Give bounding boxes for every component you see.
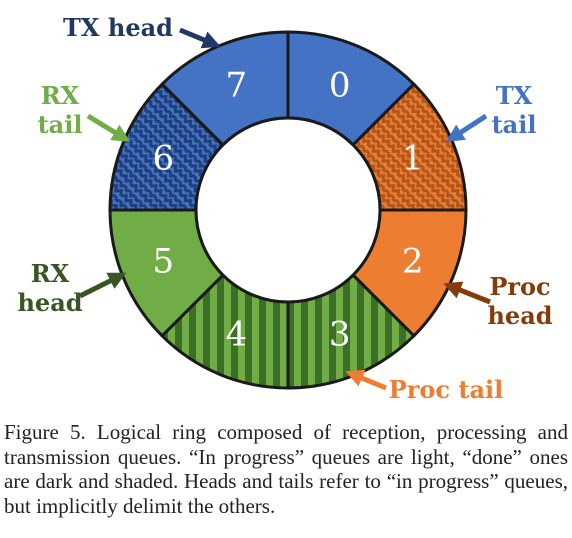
label-text-rx-head: RX head (17, 259, 82, 317)
segment-numbers: 0 1 2 3 4 5 6 7 (152, 65, 423, 354)
arrow-icon (345, 369, 387, 391)
segment-number-6: 6 (152, 138, 174, 178)
segment-number-5: 5 (152, 242, 174, 282)
label-proc-tail: Proc tail (345, 369, 504, 404)
arrow-icon (86, 113, 131, 142)
label-proc-head: Proc head (443, 272, 553, 330)
segment-number-1: 1 (402, 138, 424, 178)
segment-number-4: 4 (226, 315, 248, 355)
arrow-icon (445, 113, 488, 142)
arrow-icon (443, 281, 491, 305)
segment-number-0: 0 (329, 65, 351, 105)
arrow-icon (78, 272, 127, 299)
segment-number-2: 2 (402, 242, 424, 282)
ring-hole (194, 116, 382, 304)
label-rx-head: RX head (17, 259, 127, 317)
arrow-icon (179, 27, 221, 49)
ring-segments (108, 30, 468, 390)
label-tx-head: TX head (63, 13, 221, 49)
label-text-proc-head: Proc head (487, 272, 552, 330)
label-text-rx-tail: RX tail (38, 81, 83, 139)
label-text-proc-tail: Proc tail (389, 375, 504, 404)
ring-diagram: 0 1 2 3 4 5 6 7 TX head RX tail TX tail RX head Proc he… (17, 13, 552, 404)
segment-number-7: 7 (226, 65, 248, 105)
segment-number-3: 3 (329, 315, 351, 355)
label-text-tx-head: TX head (63, 13, 173, 42)
figure-caption: Figure 5. Logical ring composed of recep… (4, 420, 568, 518)
label-tx-tail: TX tail (445, 81, 537, 142)
pointer-labels: TX head RX tail TX tail RX head Proc head Proc ta… (17, 13, 552, 404)
label-text-tx-tail: TX tail (492, 81, 537, 139)
label-rx-tail: RX tail (38, 81, 131, 142)
